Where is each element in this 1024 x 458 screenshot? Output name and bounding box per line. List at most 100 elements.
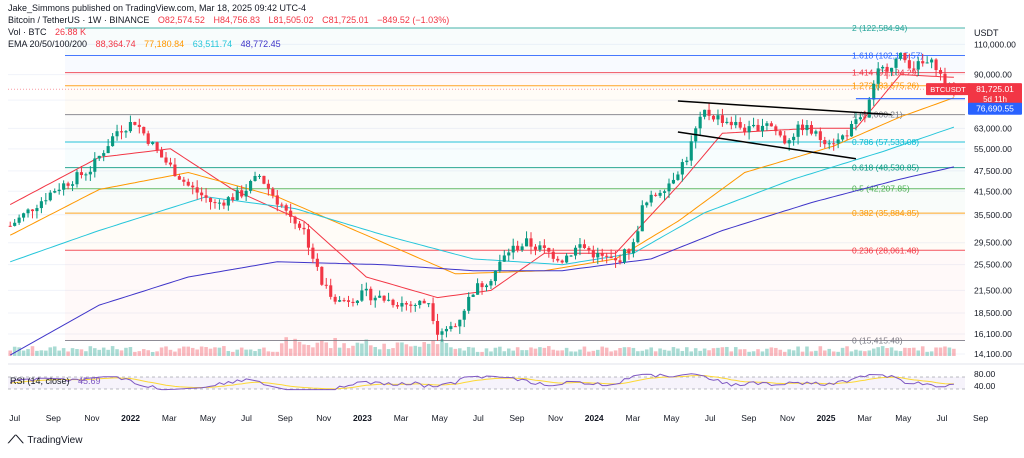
level-badge-text: 76,690.55 <box>976 104 1014 114</box>
ema200-line <box>9 166 955 356</box>
candle-body <box>200 192 204 196</box>
candle-body <box>885 66 889 72</box>
volume-bar <box>48 347 53 356</box>
fib-level-label: 0.236 (28,061.48) <box>852 245 919 255</box>
candle-body <box>128 122 132 132</box>
volume-bar <box>787 349 791 356</box>
candle-body <box>809 125 813 134</box>
symbol-badge[interactable] <box>926 83 970 96</box>
volume-bar <box>17 347 21 356</box>
candle-body <box>413 305 417 307</box>
candle-body <box>324 284 328 286</box>
time-tick-label: Jul <box>241 413 252 423</box>
candle-body <box>832 143 836 145</box>
volume-bar <box>293 338 297 356</box>
ema-line[interactable]: EMA 20/50/100/200 88,364.74 77,180.84 63… <box>8 38 455 50</box>
volume-bar <box>805 346 809 356</box>
time-tick-label: 2025 <box>817 413 836 423</box>
volume-bar <box>266 351 271 356</box>
volume-bar <box>756 349 760 356</box>
ema200-value: 48,772.45 <box>240 39 281 49</box>
volume-bar <box>609 351 613 356</box>
candle-body <box>863 117 867 119</box>
candle-body <box>253 175 257 181</box>
candle-body <box>903 52 907 61</box>
fib-level-label: 0.5 (42,207.85) <box>852 184 910 194</box>
volume-bar <box>435 344 440 356</box>
volume-bar <box>903 347 907 356</box>
volume-bar <box>395 342 400 356</box>
volume-bar <box>119 350 124 356</box>
candle-body <box>516 245 520 251</box>
volume-line[interactable]: Vol · BTC 26.88 K <box>8 26 455 38</box>
countdown-text: 5d 11h <box>983 95 1007 104</box>
candle-body <box>738 121 742 128</box>
candle-body <box>249 180 253 191</box>
volume-bar <box>751 351 756 356</box>
volume-bar <box>840 347 845 356</box>
candle-body <box>182 179 186 182</box>
volume-bar <box>302 344 306 356</box>
fib-level-label: 1.272 (83,575.26) <box>852 81 919 91</box>
price-tick-label: 16,100.00 <box>974 329 1012 339</box>
volume-bar <box>239 347 244 356</box>
volume-bar <box>422 342 426 356</box>
tradingview-watermark[interactable]: ⟋⟍ TradingView <box>8 434 82 447</box>
volume-bar <box>235 349 240 356</box>
volume-bar <box>333 337 337 356</box>
candle-body <box>787 140 791 144</box>
volume-bar <box>79 349 84 356</box>
volume-bar <box>360 343 364 356</box>
channel-lower-line[interactable] <box>677 131 857 160</box>
price-tick-label: 18,500.00 <box>974 308 1012 318</box>
candle-body <box>84 174 88 176</box>
volume-bar <box>827 348 832 356</box>
volume-bar <box>542 347 547 356</box>
volume-bar <box>934 347 938 356</box>
ema100-line <box>10 126 955 266</box>
volume-bar <box>431 340 435 356</box>
candle-body <box>257 175 262 177</box>
volume-bar <box>547 346 551 356</box>
volume-bar <box>845 346 849 356</box>
symbol-line[interactable]: Bitcoin / TetherUS · 1W · BINANCE O82,57… <box>8 14 455 26</box>
time-tick-label: Jul <box>9 413 20 423</box>
fib-level-label: 1 (69,000.21) <box>852 110 903 120</box>
volume-bar <box>480 351 484 356</box>
candle-body <box>35 208 39 212</box>
candle-body <box>889 67 894 72</box>
volume-bar <box>631 347 636 356</box>
candle-body <box>867 99 871 118</box>
time-tick-label: 2022 <box>121 413 140 423</box>
last-price-badge[interactable] <box>968 83 1022 106</box>
candle-body <box>529 238 533 247</box>
candle-body <box>226 197 230 206</box>
candle-body <box>720 115 724 123</box>
volume-bar <box>912 347 916 356</box>
price-tick-label: 21,500.00 <box>974 285 1012 295</box>
candle-body <box>48 192 52 201</box>
rsi-value: 45.69 <box>77 376 101 386</box>
candle-body <box>124 131 128 133</box>
price-tick-label: 14,100.00 <box>974 349 1012 359</box>
price-tick-label: 63,000.00 <box>974 123 1012 133</box>
volume-bar <box>716 347 720 356</box>
volume-bar <box>907 347 912 356</box>
level-badge[interactable] <box>968 102 1022 115</box>
volume-bar <box>564 347 569 356</box>
volume-bar <box>573 351 578 356</box>
candle-body <box>387 299 391 301</box>
time-tick-label: Nov <box>780 413 796 423</box>
volume-bar <box>738 349 742 356</box>
volume-bar <box>458 348 462 356</box>
fib-band <box>65 73 965 86</box>
rsi-legend[interactable]: RSI (14, close) 45.69 <box>10 371 101 389</box>
channel-upper-line[interactable] <box>677 100 892 116</box>
candle-body <box>827 143 831 145</box>
price-tick-label: 41,500.00 <box>974 186 1012 196</box>
volume-bar <box>44 350 48 356</box>
candle-body <box>97 155 101 159</box>
volume-bar <box>885 348 889 356</box>
rsi-tick-label: 80.00 <box>974 369 996 379</box>
